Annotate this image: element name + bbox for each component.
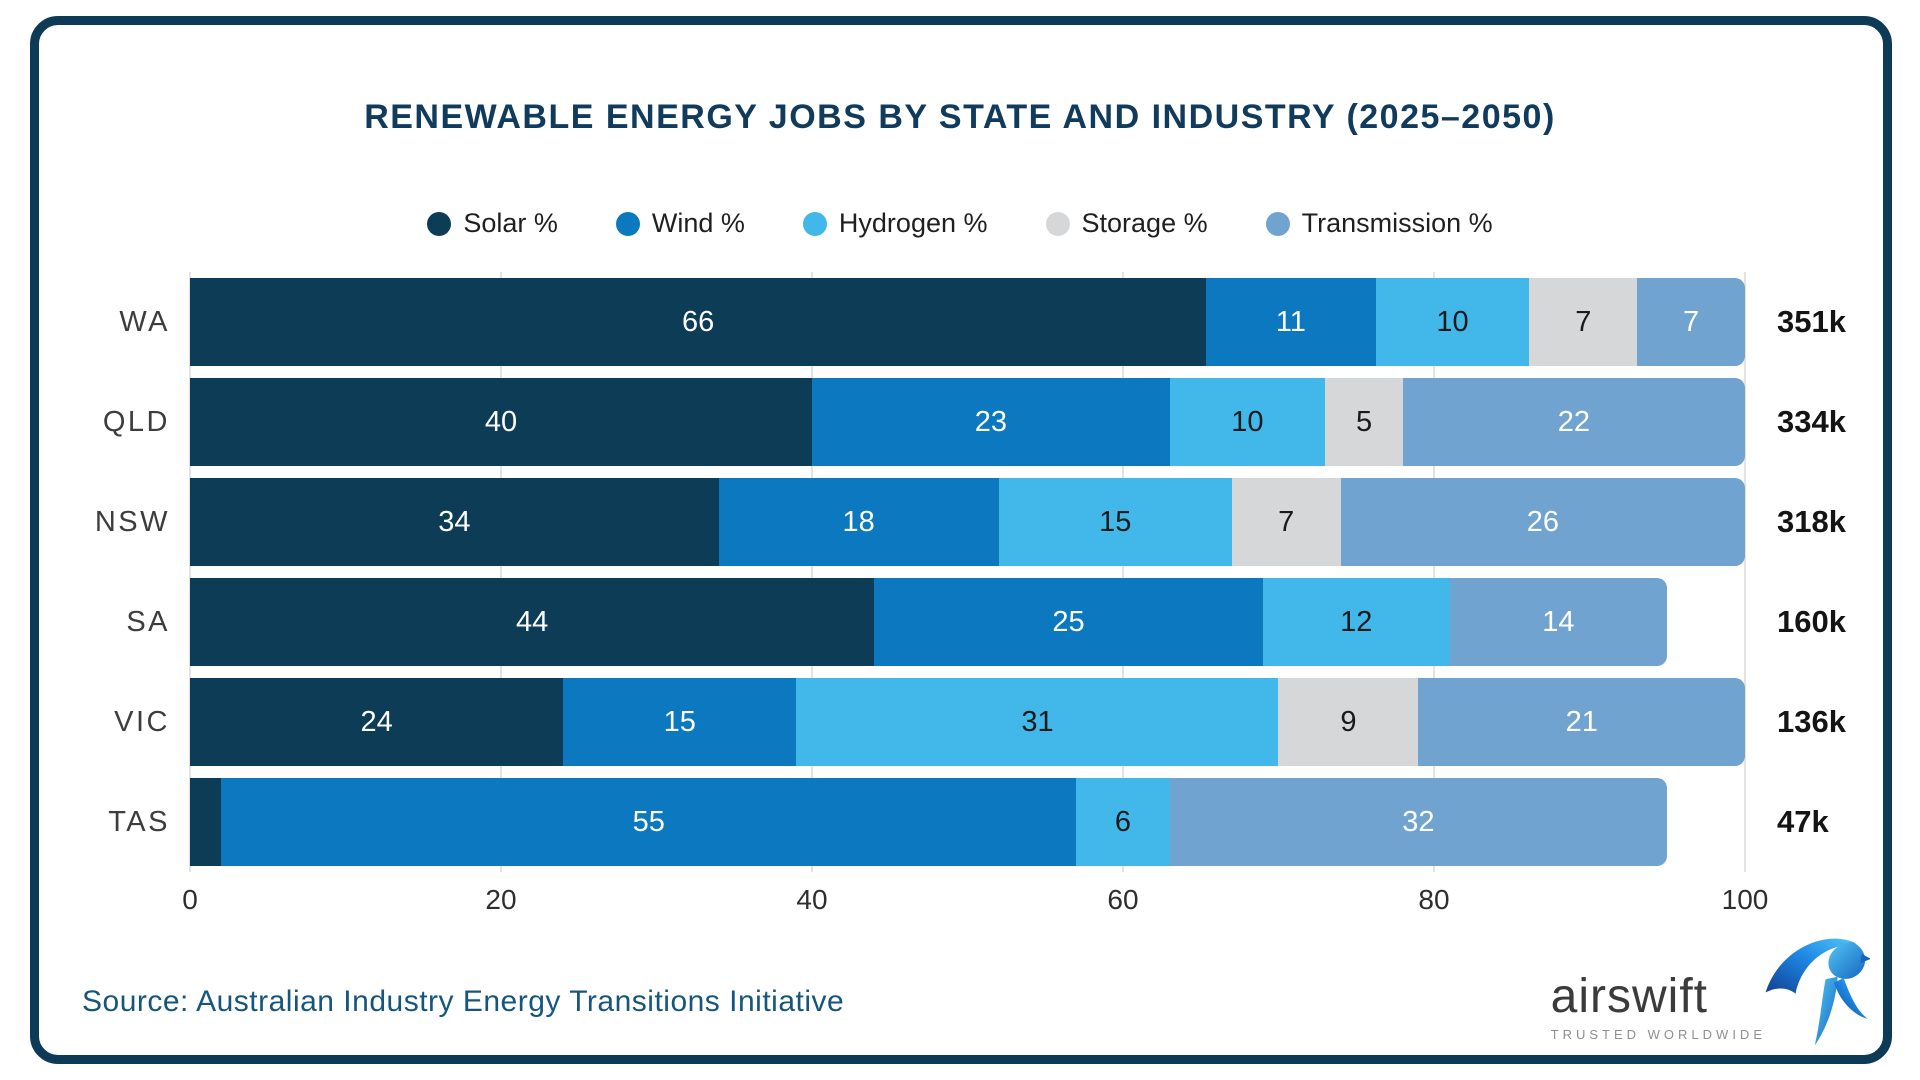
bar-segment-transmission-qld: 22 [1402, 378, 1745, 466]
legend-label: Solar % [463, 208, 558, 238]
bar-segment-hydrogen-wa: 10 [1375, 278, 1530, 366]
legend-item-transmission: Transmission % [1265, 208, 1493, 239]
chart-row-qld: QLD 40 23 10 5 22 334k [40, 372, 1880, 472]
bar-segment-storage-wa: 7 [1529, 278, 1638, 366]
bar-segment-wind-vic: 15 [563, 678, 797, 766]
legend-item-hydrogen: Hydrogen % [802, 208, 988, 239]
legend-item-storage: Storage % [1045, 208, 1208, 239]
bar-tas: 55 6 32 [190, 778, 1668, 866]
bar-segment-transmission-vic: 21 [1418, 678, 1745, 766]
row-total-vic: 136k [1777, 704, 1846, 739]
legend-label: Transmission % [1301, 208, 1493, 238]
bar-segment-solar-qld: 40 [190, 378, 812, 466]
bar-segment-wind-wa: 11 [1206, 278, 1376, 366]
row-total-sa: 160k [1777, 604, 1846, 639]
gridline-20 [500, 272, 502, 872]
bar-segment-transmission-nsw: 26 [1340, 478, 1745, 566]
bar-segment-hydrogen-nsw: 15 [998, 478, 1232, 566]
stacked-bar-chart: WA 66 11 10 7 7 351k QLD 40 23 10 5 22 334k NSW 34 18 15 7… [40, 272, 1880, 922]
bar-segment-hydrogen-vic: 31 [796, 678, 1279, 766]
row-total-tas: 47k [1777, 804, 1829, 839]
bar-segment-solar-wa: 66 [190, 278, 1207, 366]
chart-rows: WA 66 11 10 7 7 351k QLD 40 23 10 5 22 334k NSW 34 18 15 7… [40, 272, 1880, 872]
bar-segment-transmission-tas: 32 [1169, 778, 1668, 866]
legend-label: Wind % [651, 208, 745, 238]
legend-dot-transmission [1265, 211, 1290, 236]
row-label-wa: WA [119, 305, 170, 338]
x-axis-tick-60: 60 [1107, 884, 1139, 915]
bar-segment-storage-qld: 5 [1325, 378, 1403, 466]
bar-segment-wind-qld: 23 [812, 378, 1170, 466]
chart-row-nsw: NSW 34 18 15 7 26 318k [40, 472, 1880, 572]
logo-tagline: TRUSTED WORLDWIDE [1550, 1027, 1766, 1042]
chart-row-wa: WA 66 11 10 7 7 351k [40, 272, 1880, 372]
bar-segment-storage-nsw: 7 [1231, 478, 1341, 566]
bar-segment-solar-vic: 24 [190, 678, 564, 766]
chart-row-sa: SA 44 25 12 14 160k [40, 572, 1880, 672]
row-label-sa: SA [126, 605, 170, 638]
row-label-vic: VIC [114, 705, 170, 738]
legend-dot-wind [615, 211, 640, 236]
gridline-40 [811, 272, 813, 872]
bar-qld: 40 23 10 5 22 [190, 378, 1745, 466]
source-text: Source: Australian Industry Energy Trans… [82, 985, 845, 1018]
x-axis-tick-80: 80 [1418, 884, 1450, 915]
gridline-80 [1433, 272, 1435, 872]
row-label-tas: TAS [108, 805, 170, 838]
chart-legend: Solar % Wind % Hydrogen % Storage % Transmis… [0, 208, 1920, 239]
swift-bird-icon [1765, 938, 1870, 1046]
legend-item-wind: Wind % [615, 208, 745, 239]
row-total-qld: 334k [1777, 404, 1846, 439]
row-total-wa: 351k [1777, 304, 1846, 339]
legend-item-solar: Solar % [427, 208, 558, 239]
x-axis: 0 20 40 60 80 100 [40, 872, 1880, 922]
bar-segment-storage-vic: 9 [1278, 678, 1419, 766]
row-total-nsw: 318k [1777, 504, 1846, 539]
bar-segment-hydrogen-qld: 10 [1169, 378, 1326, 466]
gridline-100 [1744, 272, 1746, 872]
bar-nsw: 34 18 15 7 26 [190, 478, 1745, 566]
bar-wa: 66 11 10 7 7 [190, 278, 1745, 366]
bar-segment-hydrogen-sa: 12 [1262, 578, 1450, 666]
gridline-60 [1122, 272, 1124, 872]
bar-segment-transmission-sa: 14 [1449, 578, 1668, 666]
logo-wordmark: airswift [1550, 970, 1708, 1023]
gridline-0 [189, 272, 191, 872]
bar-sa: 44 25 12 14 [190, 578, 1668, 666]
row-label-qld: QLD [102, 405, 170, 438]
legend-dot-hydrogen [802, 211, 827, 236]
x-axis-tick-100: 100 [1721, 884, 1769, 915]
gridline-layer [189, 272, 1746, 872]
legend-dot-solar [427, 211, 452, 236]
x-axis-tick-40: 40 [796, 884, 828, 915]
chart-row-tas: TAS 55 6 32 47k [40, 772, 1880, 872]
x-axis-tick-20: 20 [485, 884, 517, 915]
legend-label: Hydrogen % [838, 208, 988, 238]
bar-segment-solar-tas [190, 778, 222, 866]
x-axis-tick-0: 0 [182, 884, 198, 915]
airswift-logo: airswift TRUSTED WORLDWIDE [1551, 924, 1870, 1050]
bar-segment-wind-nsw: 18 [718, 478, 999, 566]
bar-segment-wind-tas: 55 [221, 778, 1077, 866]
bar-segment-hydrogen-tas: 6 [1076, 778, 1170, 866]
bar-segment-wind-sa: 25 [874, 578, 1263, 666]
legend-label: Storage % [1081, 208, 1208, 238]
x-axis-labels: 0 20 40 60 80 100 [182, 872, 1768, 922]
bar-segment-transmission-wa: 7 [1637, 278, 1745, 366]
legend-dot-storage [1045, 211, 1070, 236]
bar-segment-solar-sa: 44 [190, 578, 875, 666]
bar-vic: 24 15 31 9 21 [190, 678, 1745, 766]
row-label-nsw: NSW [94, 505, 170, 538]
bar-segment-solar-nsw: 34 [190, 478, 719, 566]
page-title: RENEWABLE ENERGY JOBS BY STATE AND INDUS… [364, 98, 1556, 136]
chart-row-vic: VIC 24 15 31 9 21 136k [40, 672, 1880, 772]
